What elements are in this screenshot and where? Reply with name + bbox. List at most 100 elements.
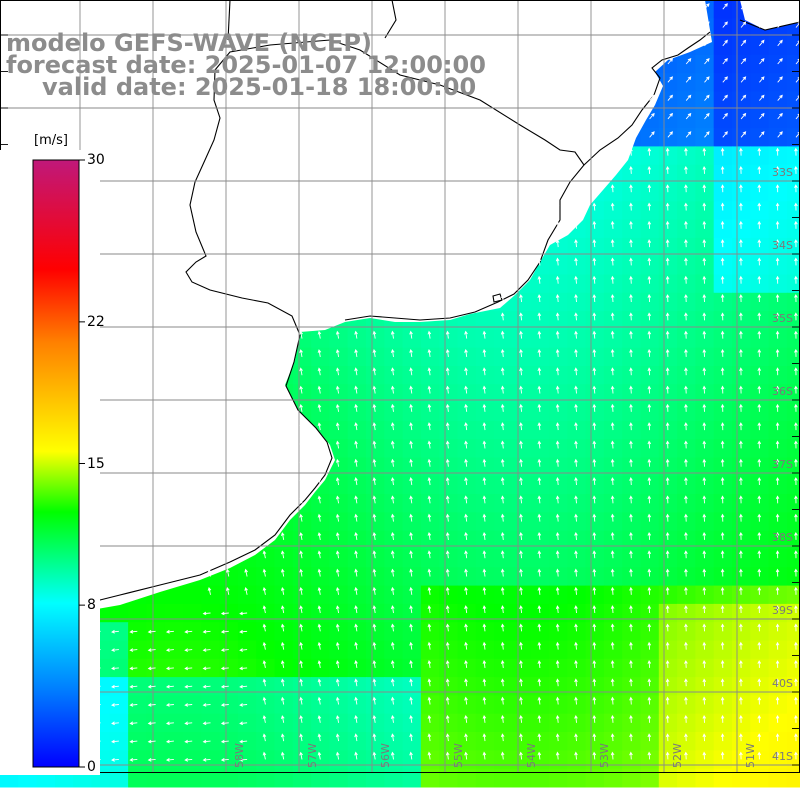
wind-arrow [775,696,780,705]
wind-arrow [775,678,780,687]
wind-cell [366,512,385,532]
wind-arrow [720,531,725,540]
wind-cell [585,475,605,495]
wind-arrow [720,202,725,211]
wind-cell [420,494,440,513]
wind-arrow [317,550,322,559]
wind-arrow [354,385,358,394]
wind-cell [292,585,312,605]
wind-arrow [574,678,578,687]
wind-cell [622,512,642,532]
wind-cell [713,164,733,184]
wind-cell [512,750,532,770]
wind-cell [695,54,715,74]
wind-arrow [629,550,633,559]
wind-arrow [464,641,468,650]
wind-arrow [500,714,505,723]
wind-cell [494,420,513,440]
wind-cell [567,475,587,495]
wind-cell [475,457,495,477]
wind-cell [439,567,459,587]
wind-cell [475,677,495,696]
wind-cell [329,475,349,495]
wind-arrow [794,696,798,705]
wind-arrow [409,458,413,467]
wind-arrow [372,440,377,449]
wind-cell [347,768,367,788]
wind-cell [402,713,422,733]
wind-cell [347,457,367,477]
wind-cell [750,201,770,221]
wind-cell [768,695,788,715]
wind-cell [640,219,660,239]
wind-arrow [165,629,174,634]
wind-arrow [280,532,285,540]
wind-cell [732,73,751,93]
wind-arrow [757,312,762,321]
wind-cell [128,713,147,733]
wind-cell [329,695,349,715]
wind-cell [366,768,385,788]
wind-arrow [592,550,597,559]
wind-arrow [262,678,267,687]
wind-cell [384,549,404,568]
wind-cell [695,585,715,605]
wind-arrow [519,605,523,614]
wind-cell [530,457,550,477]
wind-cell [402,512,422,532]
wind-arrow [482,513,487,522]
land-southeast-corner [740,0,800,30]
wind-cell [512,439,532,459]
wind-arrow [372,586,377,595]
wind-cell [366,530,385,550]
wind-arrow [482,477,487,486]
wind-arrow [317,605,322,614]
wind-arrow [482,714,487,723]
wind-arrow [667,94,674,101]
wind-cell [713,750,733,770]
wind-arrow [574,733,578,742]
wind-arrow [184,629,193,634]
wind-cell [274,622,294,642]
wind-cell [201,750,221,770]
wind-arrow [757,147,762,156]
wind-cell [549,402,568,422]
wind-cell [219,677,239,696]
wind-arrow [684,220,688,229]
wind-arrow [702,330,707,339]
wind-arrow [702,605,707,614]
wind-arrow [684,513,688,522]
wind-cell [128,640,147,660]
wind-arrow [299,495,303,504]
wind-arrow [299,605,303,614]
wind-cell [658,183,678,202]
wind-arrow [299,550,303,559]
wind-arrow [592,531,597,540]
wind-cell [530,274,550,294]
wind-arrow [372,623,377,632]
wind-cell [786,128,800,147]
wind-arrow [537,678,542,687]
wind-cell [658,347,678,367]
wind-arrow [629,751,633,760]
wind-arrow [757,605,762,614]
wind-cell [256,677,276,696]
wind-arrow [464,696,468,705]
wind-cell [146,677,166,696]
wind-arrow [720,641,725,650]
wind-arrow [299,385,303,394]
wind-arrow [239,739,248,744]
wind-cell [384,494,404,513]
wind-cell [695,237,715,257]
wind-cell [420,402,440,422]
wind-arrow [702,733,707,742]
wind-cell [512,713,532,733]
wind-cell [439,329,459,349]
wind-arrow [775,641,780,650]
wind-arrow [794,458,798,467]
wind-arrow [537,696,542,705]
wind-cell [146,768,166,788]
wind-cell [311,603,330,623]
wind-cell [603,219,623,239]
wind-cell [713,274,733,294]
